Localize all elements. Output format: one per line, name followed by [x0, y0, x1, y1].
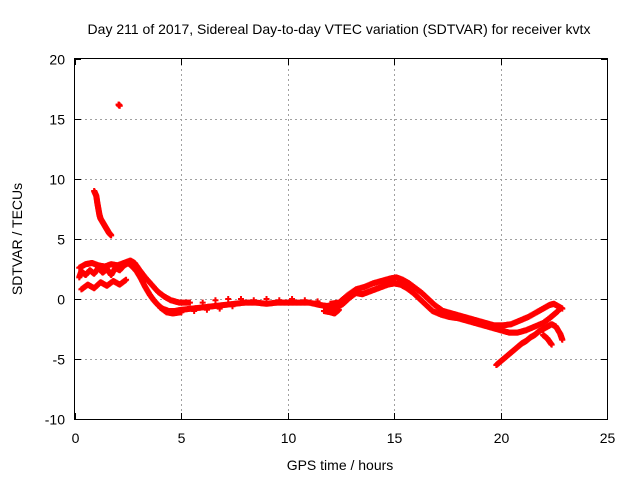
- x-tick-label: 15: [387, 430, 403, 446]
- x-axis: 0 5 10 15 20 25: [72, 59, 616, 446]
- data-point: [314, 298, 321, 305]
- grid: [75, 59, 607, 419]
- series-outlier: [115, 101, 123, 109]
- y-tick-label: -5: [53, 352, 66, 368]
- series-early-spike-decay: [91, 188, 115, 239]
- series-kvtx-lower-branch: [78, 276, 566, 368]
- data-point: [203, 306, 210, 313]
- data-point: [186, 299, 193, 306]
- data-point: [212, 297, 219, 304]
- data-point: [123, 276, 130, 283]
- data-point: [301, 297, 308, 304]
- chart-title: Day 211 of 2017, Sidereal Day-to-day VTE…: [88, 21, 591, 37]
- data-point: [108, 232, 115, 239]
- data-point: [263, 296, 270, 302]
- data-point: [178, 309, 185, 316]
- y-tick-label: 0: [57, 292, 65, 308]
- data-point: [289, 296, 296, 302]
- data-point: [335, 306, 342, 313]
- series-kvtx-upper-branch: [76, 257, 566, 329]
- plot-frame: [74, 58, 608, 420]
- y-tick-label: 10: [49, 172, 65, 188]
- y-tick-label: 15: [49, 112, 65, 128]
- y-tick-label: 5: [57, 232, 65, 248]
- x-tick-label: 20: [494, 430, 510, 446]
- data-point: [225, 296, 232, 302]
- x-tick-label: 0: [72, 430, 80, 446]
- data-point: [559, 305, 566, 312]
- data-point: [559, 336, 566, 343]
- x-axis-label: GPS time / hours: [287, 457, 394, 473]
- x-tick-label: 5: [178, 430, 186, 446]
- data-point: [548, 341, 555, 348]
- data-point: [216, 305, 223, 312]
- x-tick-label: 10: [281, 430, 297, 446]
- y-axis-label: SDTVAR / TECUs: [9, 183, 25, 295]
- y-tick-label: -10: [45, 412, 65, 428]
- x-tick-label: 25: [600, 430, 616, 446]
- data-point: [199, 299, 206, 306]
- data-point: [229, 303, 236, 310]
- data-point: [191, 308, 198, 314]
- series-kvtx-main-band: [76, 260, 562, 336]
- data-point: [116, 102, 123, 109]
- data-points: [76, 101, 566, 368]
- data-point: [237, 296, 244, 302]
- y-axis: -10 -5 0 5 10 15 20: [45, 52, 607, 428]
- data-point: [250, 297, 257, 304]
- data-point: [276, 297, 283, 304]
- y-tick-label: 20: [49, 52, 65, 68]
